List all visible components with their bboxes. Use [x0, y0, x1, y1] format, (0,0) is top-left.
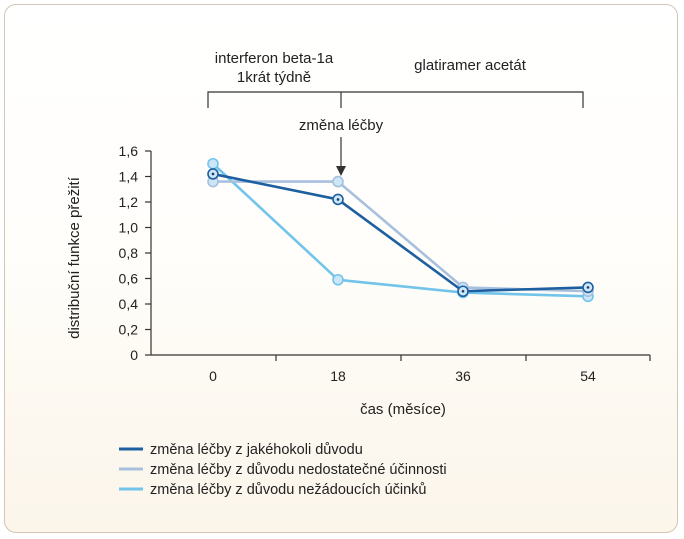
- data-point: [207, 157, 219, 170]
- phase1-label-line1: interferon beta-1a: [215, 50, 334, 67]
- series-line: [212, 172, 589, 293]
- legend-label: změna léčby z důvodu nežádoucích účinků: [150, 482, 426, 498]
- y-tick-label: 0,6: [119, 271, 139, 287]
- data-point: [332, 175, 344, 188]
- switch-arrow-head: [336, 166, 346, 176]
- phase1-label-line2: 1krát týdně: [237, 69, 311, 86]
- legend-label: změna léčby z jakéhokoli důvodu: [150, 442, 363, 458]
- y-axis-title: distribuční funkce přežití: [66, 176, 83, 339]
- series-1: [207, 168, 594, 298]
- data-point-center: [586, 286, 590, 289]
- y-tick-label: 1,6: [119, 143, 139, 159]
- data-point-center: [461, 289, 465, 293]
- x-tick-label: 18: [330, 368, 346, 384]
- x-ticks: 0 18 36 54: [209, 355, 651, 384]
- y-tick-label: 1,2: [119, 194, 139, 210]
- data-point-center: [211, 172, 215, 176]
- y-tick-label: 1,0: [119, 220, 139, 236]
- y-tick-label: 0,2: [119, 322, 139, 338]
- axes: 0 0,2 0,4 0,6 0,8 1,0 1,2 1,4 1,6 0 18 36 54 distri…: [66, 143, 651, 418]
- x-axis-title: čas (měsíce): [360, 401, 446, 418]
- series-line: [212, 162, 589, 298]
- y-tick-label: 0: [130, 347, 138, 363]
- y-tick-label: 0,8: [119, 245, 139, 261]
- series-3: [207, 157, 594, 303]
- treatment-annotations: interferon beta-1a 1krát týdně glatirame…: [207, 50, 584, 176]
- series-line: [213, 180, 589, 293]
- data-point: [332, 273, 344, 286]
- y-ticks: 0 0,2 0,4 0,6 0,8 1,0 1,2 1,4 1,6: [119, 143, 151, 363]
- data-point-center: [336, 198, 340, 201]
- x-tick-label: 54: [580, 368, 596, 384]
- series-layer: [207, 157, 594, 303]
- y-tick-label: 1,4: [119, 169, 139, 185]
- phase2-label: glatiramer acetát: [414, 57, 527, 74]
- legend-label: změna léčby z důvodu nedostatečné účinno…: [150, 462, 447, 478]
- legend: změna léčby z jakéhokoli důvodu změna léč…: [119, 442, 447, 498]
- switch-label: změna léčby: [299, 117, 384, 134]
- y-tick-label: 0,4: [119, 296, 139, 312]
- x-tick-label: 0: [209, 368, 217, 384]
- x-tick-label: 36: [455, 368, 471, 384]
- treatment-period-bracket: [207, 91, 584, 108]
- series-2: [207, 175, 594, 298]
